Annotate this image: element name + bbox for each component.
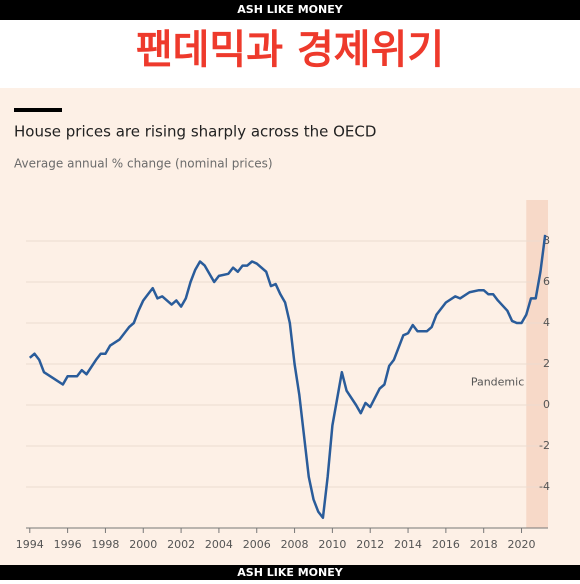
chart-subtitle: Average annual % change (nominal prices) [14,157,273,171]
x-tick-label: 1996 [54,538,82,551]
x-tick-label: 2010 [318,538,346,551]
brand: ASH LIKE MONEY [237,3,343,16]
x-tick-label: 2018 [470,538,498,551]
headline: 팬데믹과 경제위기 [136,27,444,73]
y-tick-label: 6 [543,275,550,288]
annotation-label: Pandemic [471,375,524,388]
accent-bar [14,108,62,112]
x-tick-label: 2020 [508,538,536,551]
y-tick-label: 8 [543,234,550,247]
brand: ASH LIKE MONEY [237,566,343,579]
x-tick-label: 1994 [16,538,44,551]
x-tick-label: 2012 [356,538,384,551]
x-tick-label: 2004 [205,538,233,551]
y-tick-label: -4 [539,480,550,493]
x-tick-label: 2002 [167,538,195,551]
chart-title: House prices are rising sharply across t… [14,123,376,141]
x-tick-label: 2014 [394,538,422,551]
x-tick-label: 2008 [281,538,309,551]
y-tick-label: 0 [543,398,550,411]
bottom-bar [0,565,580,580]
x-tick-label: 2000 [129,538,157,551]
x-tick-label: 2016 [432,538,460,551]
data-line [28,234,547,519]
x-tick-label: 1998 [91,538,119,551]
y-tick-label: 2 [543,357,550,370]
x-tick-label: 2006 [243,538,271,551]
y-tick-label: 4 [543,316,550,329]
top-bar [0,0,580,20]
y-tick-label: -2 [539,439,550,452]
